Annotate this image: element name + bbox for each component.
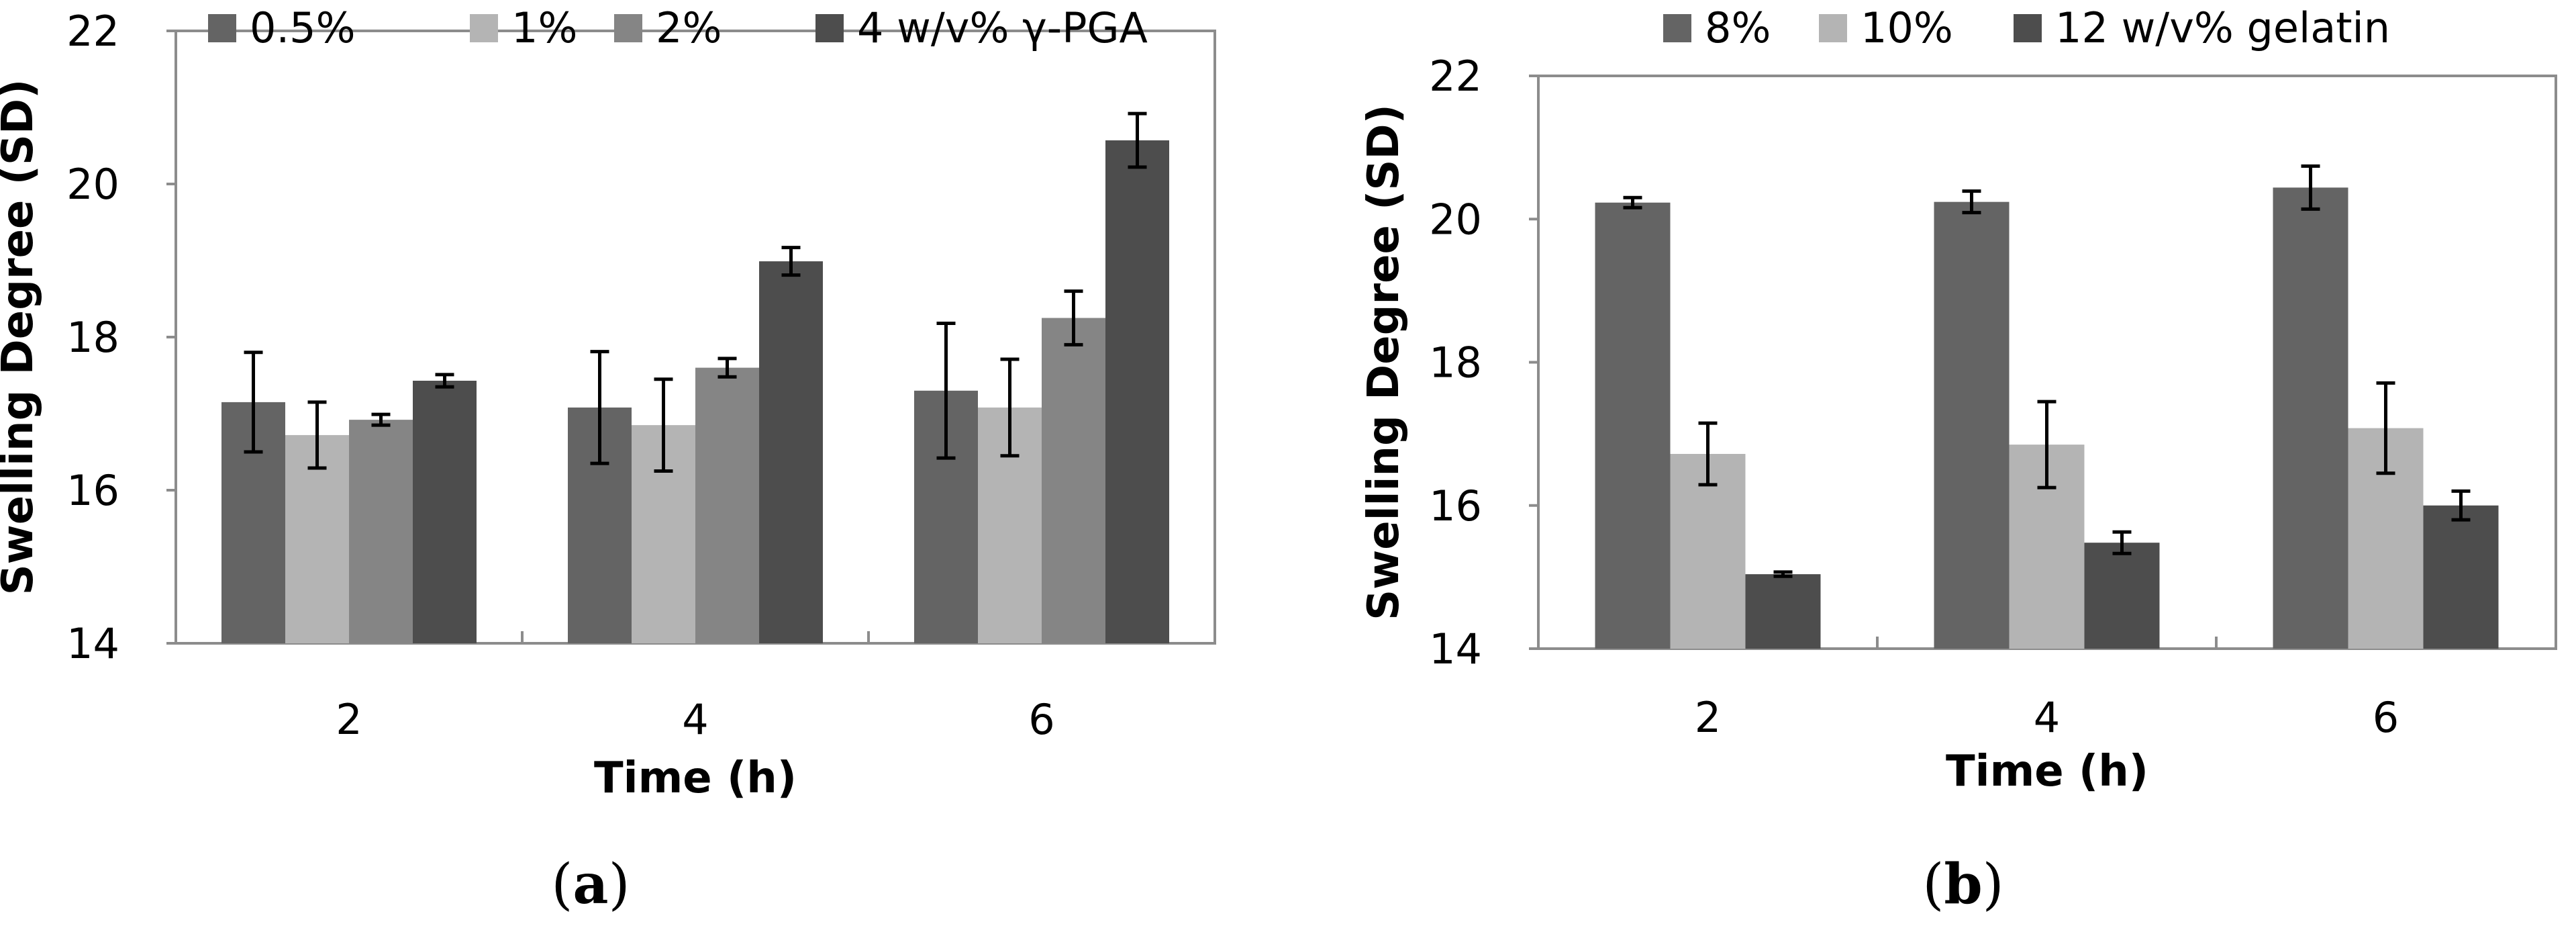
error-bar [936,321,956,460]
legend-swatch [1819,14,1847,42]
bar-8--t4 [1934,201,2010,649]
y-tick-label: 16 [1429,481,1482,530]
bar-8--t2 [1595,202,1671,649]
error-bar [717,357,737,379]
x-axis-title: Time (h) [594,753,797,803]
error-bar [307,400,327,470]
y-axis-title: Swelling Degree (SD) [0,79,43,596]
bar-12-w-v-gelatin-t2 [1745,574,1821,649]
y-tick-label: 14 [1429,624,1482,674]
y-tick-label: 14 [66,619,119,668]
error-bar [244,351,263,454]
legend-label: 4 w/v% γ-PGA [857,3,1148,52]
error-bar [590,350,609,465]
error-bar [1128,111,1147,169]
legend-swatch [208,14,236,42]
error-bar [371,412,391,427]
legend-swatch [1663,14,1691,42]
error-bar [1698,421,1718,487]
y-tick-label: 22 [1429,52,1482,101]
panel-label: (b) [1922,852,2003,917]
error-bar [2376,381,2395,475]
legend-label: 10% [1861,3,1953,52]
bar-2--t6 [1042,318,1105,643]
x-tick-label: 4 [682,695,708,744]
legend-item: 2% [614,3,722,52]
bar-4-w-v-pga-t4 [759,261,823,643]
error-bar [2301,164,2320,211]
y-tick-label: 20 [1429,195,1482,244]
error-bar [1064,289,1083,346]
legend-swatch [815,14,844,42]
error-bar [1773,570,1793,578]
x-tick-label: 6 [2373,693,2399,742]
legend-item: 12 w/v% gelatin [2014,3,2390,52]
legend-label: 2% [656,3,722,52]
legend-item: 1% [470,3,577,52]
bar-2--t4 [695,367,759,643]
y-tick-label: 22 [66,7,119,56]
error-bar [1623,195,1642,210]
legend-item: 8% [1663,3,1771,52]
error-bar [781,246,801,277]
error-bar [1000,357,1020,458]
legend-label: 1% [511,3,577,52]
bar-4-w-v-pga-t2 [413,380,477,643]
bar-1--t2 [285,434,349,643]
bar-4-w-v-pga-t6 [1105,140,1169,643]
x-axis-title: Time (h) [1946,747,2148,796]
panel-label: (a) [551,852,630,917]
error-bar [654,377,673,473]
y-tick-label: 20 [66,160,119,209]
y-axis-title: Swelling Degree (SD) [1359,104,1409,620]
bar-8--t6 [2273,187,2348,649]
y-tick-label: 16 [66,466,119,515]
x-tick-label: 6 [1028,695,1054,744]
legend-item: 0.5% [208,3,356,52]
legend-swatch [614,14,642,42]
bar-12-w-v-gelatin-t4 [2084,543,2160,649]
legend-label: 8% [1705,3,1771,52]
error-bar [2112,530,2132,555]
error-bar [2451,489,2471,522]
error-bar [435,373,454,389]
legend-swatch [2014,14,2042,42]
error-bar [2037,400,2057,490]
x-tick-label: 2 [336,695,362,744]
y-tick-label: 18 [66,313,119,362]
bar-2--t2 [349,420,413,643]
bar-12-w-v-gelatin-t6 [2423,505,2499,649]
legend-label: 12 w/v% gelatin [2055,3,2390,52]
x-tick-label: 4 [2034,693,2060,742]
x-tick-label: 2 [1695,693,1721,742]
legend-item: 10% [1819,3,1953,52]
y-tick-label: 18 [1429,338,1482,387]
legend-swatch [470,14,498,42]
error-bar [1962,189,1981,215]
legend-item: 4 w/v% γ-PGA [815,3,1148,52]
legend-label: 0.5% [250,3,356,52]
